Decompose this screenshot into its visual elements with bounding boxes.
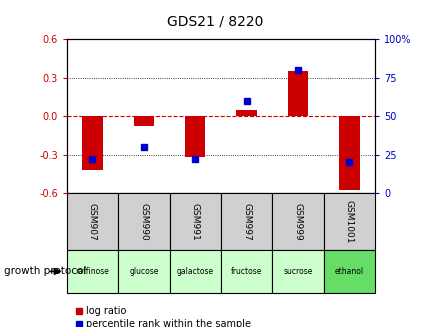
Text: GSM991: GSM991 xyxy=(190,203,199,240)
Text: percentile rank within the sample: percentile rank within the sample xyxy=(86,319,251,327)
Text: growth protocol: growth protocol xyxy=(4,267,86,276)
Text: GSM999: GSM999 xyxy=(293,203,302,240)
Text: log ratio: log ratio xyxy=(86,306,126,316)
Bar xyxy=(272,193,323,250)
Bar xyxy=(236,110,256,116)
Text: glucose: glucose xyxy=(129,267,158,276)
Bar xyxy=(323,193,374,250)
Bar xyxy=(133,116,154,126)
Text: GSM907: GSM907 xyxy=(88,203,97,240)
Text: GSM1001: GSM1001 xyxy=(344,200,353,243)
Bar xyxy=(338,116,359,190)
Bar xyxy=(221,193,272,250)
Text: raffinose: raffinose xyxy=(75,267,109,276)
Bar xyxy=(82,116,102,170)
Bar xyxy=(184,116,205,157)
Text: galactose: galactose xyxy=(176,267,213,276)
Text: ethanol: ethanol xyxy=(334,267,363,276)
Text: GSM997: GSM997 xyxy=(242,203,251,240)
Bar xyxy=(169,250,221,293)
Text: GDS21 / 8220: GDS21 / 8220 xyxy=(167,14,263,28)
Text: GSM990: GSM990 xyxy=(139,203,148,240)
Bar xyxy=(323,250,374,293)
Bar xyxy=(221,250,272,293)
Bar xyxy=(169,193,221,250)
Bar xyxy=(67,250,118,293)
Bar xyxy=(118,250,169,293)
Bar xyxy=(118,193,169,250)
Bar xyxy=(272,250,323,293)
Bar xyxy=(287,71,307,116)
Text: fructose: fructose xyxy=(230,267,261,276)
Text: sucrose: sucrose xyxy=(283,267,312,276)
Bar xyxy=(67,193,118,250)
